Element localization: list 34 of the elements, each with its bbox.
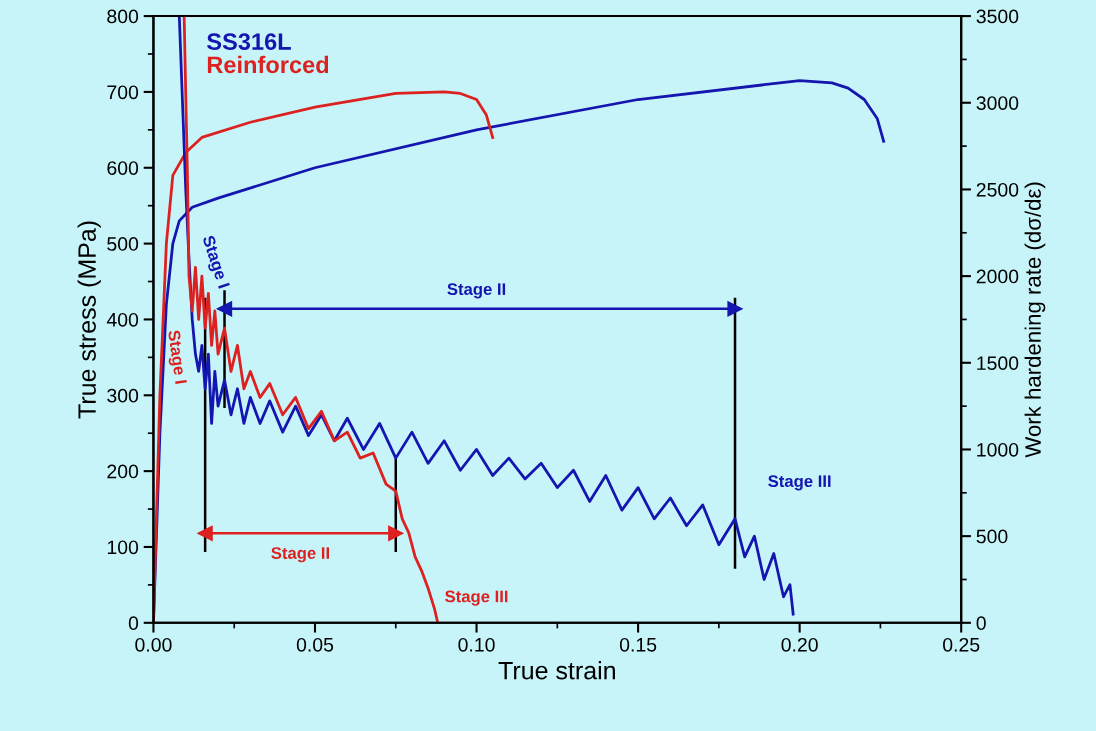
y2-axis-title: Work hardening rate (dσ/dε)	[1024, 182, 1046, 458]
annotation: Stage III	[768, 475, 831, 491]
annotation: Stage I	[164, 329, 188, 385]
y2-tick-label: 3500	[976, 9, 1019, 24]
x-axis-title: True strain	[498, 661, 615, 680]
y2-tick-label: 2000	[976, 269, 1019, 284]
x-tick-label: 0.00	[135, 637, 172, 652]
y2-tick-label: 1500	[977, 356, 1019, 371]
y2-tick-label: 0	[976, 616, 986, 631]
y-tick-label: 200	[107, 464, 139, 479]
annotation: Stage I	[199, 234, 230, 290]
x-tick-label: 0.10	[458, 637, 495, 652]
y-tick-label: 700	[107, 85, 139, 100]
annotation: Stage III	[445, 590, 508, 606]
x-tick-label: 0.25	[943, 637, 980, 652]
y-tick-label: 500	[107, 237, 139, 251]
y2-tick-label: 2500	[976, 182, 1019, 197]
y-tick-label: 600	[107, 161, 139, 175]
y-axis-title: True stress (MPa)	[77, 221, 101, 419]
y2-tick-label: 3000	[976, 96, 1019, 110]
y-tick-label: 0	[128, 616, 139, 631]
y-tick-label: 300	[107, 388, 139, 403]
text: SS316L	[207, 33, 291, 50]
y-tick-label: 800	[107, 9, 139, 24]
series-label: Reinforced	[207, 55, 329, 74]
y2-tick-label: 500	[976, 529, 1008, 544]
x-tick-label: 0.20	[781, 637, 818, 652]
y-tick-label: 400	[106, 312, 139, 327]
x-tick-label: 0.15	[619, 637, 657, 652]
y2-tick-label: 1000	[977, 442, 1019, 457]
x-tick-label: 0.05	[296, 637, 334, 652]
y-tick-label: 100	[107, 540, 139, 555]
annotation: Stage II	[271, 547, 329, 563]
annotation: Stage II	[447, 283, 506, 299]
